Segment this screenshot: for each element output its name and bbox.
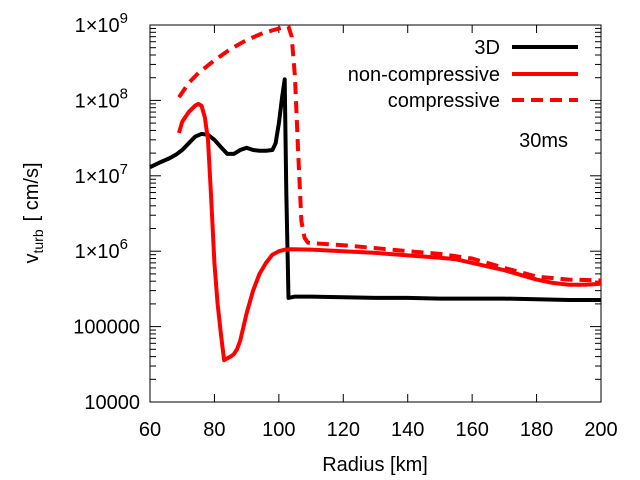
y-axis: 10000 100000 1×106 1×107 1×108 1×109 <box>73 10 601 414</box>
legend-label: non-compressive <box>348 64 500 86</box>
x-tick-label: 60 <box>139 419 161 441</box>
x-tick-label: 200 <box>584 419 617 441</box>
series-layer <box>149 24 602 363</box>
legend-label: compressive <box>388 90 500 112</box>
legend: 3D non-compressive compressive <box>348 37 578 112</box>
y-axis-label-main: v <box>21 254 43 264</box>
y-tick-label: 10000 <box>84 392 140 414</box>
x-tick-label: 160 <box>455 419 488 441</box>
x-tick-label: 120 <box>327 419 360 441</box>
y-tick-label: 1×107 <box>75 161 128 188</box>
y-tick-label: 100000 <box>73 317 140 339</box>
y-axis-label: vturb [ cm/s] <box>21 162 46 263</box>
y-axis-label-subscript: turb <box>30 229 46 253</box>
y-axis-label-unit: [ cm/s] <box>21 162 43 221</box>
series-line-3d <box>149 77 601 302</box>
x-axis: 60 80 100 120 140 160 180 200 <box>139 25 618 441</box>
y-tick-label: 1×109 <box>75 10 128 37</box>
series-line-non-compressive <box>177 101 602 363</box>
x-tick-label: 100 <box>262 419 295 441</box>
plot-area <box>149 24 602 403</box>
series-line-compressive <box>177 24 602 283</box>
x-tick-label: 140 <box>391 419 424 441</box>
y-tick-label: 1×106 <box>75 236 128 263</box>
legend-label: 3D <box>474 37 500 59</box>
time-annotation: 30ms <box>519 130 568 152</box>
x-tick-label: 80 <box>203 419 225 441</box>
y-tick-label: 1×108 <box>75 85 128 112</box>
x-axis-label: Radius [km] <box>322 454 428 476</box>
x-tick-label: 180 <box>520 419 553 441</box>
plot-frame <box>149 24 602 403</box>
svg-text:vturb[ cm/s]: vturb [ cm/s] <box>21 162 46 263</box>
